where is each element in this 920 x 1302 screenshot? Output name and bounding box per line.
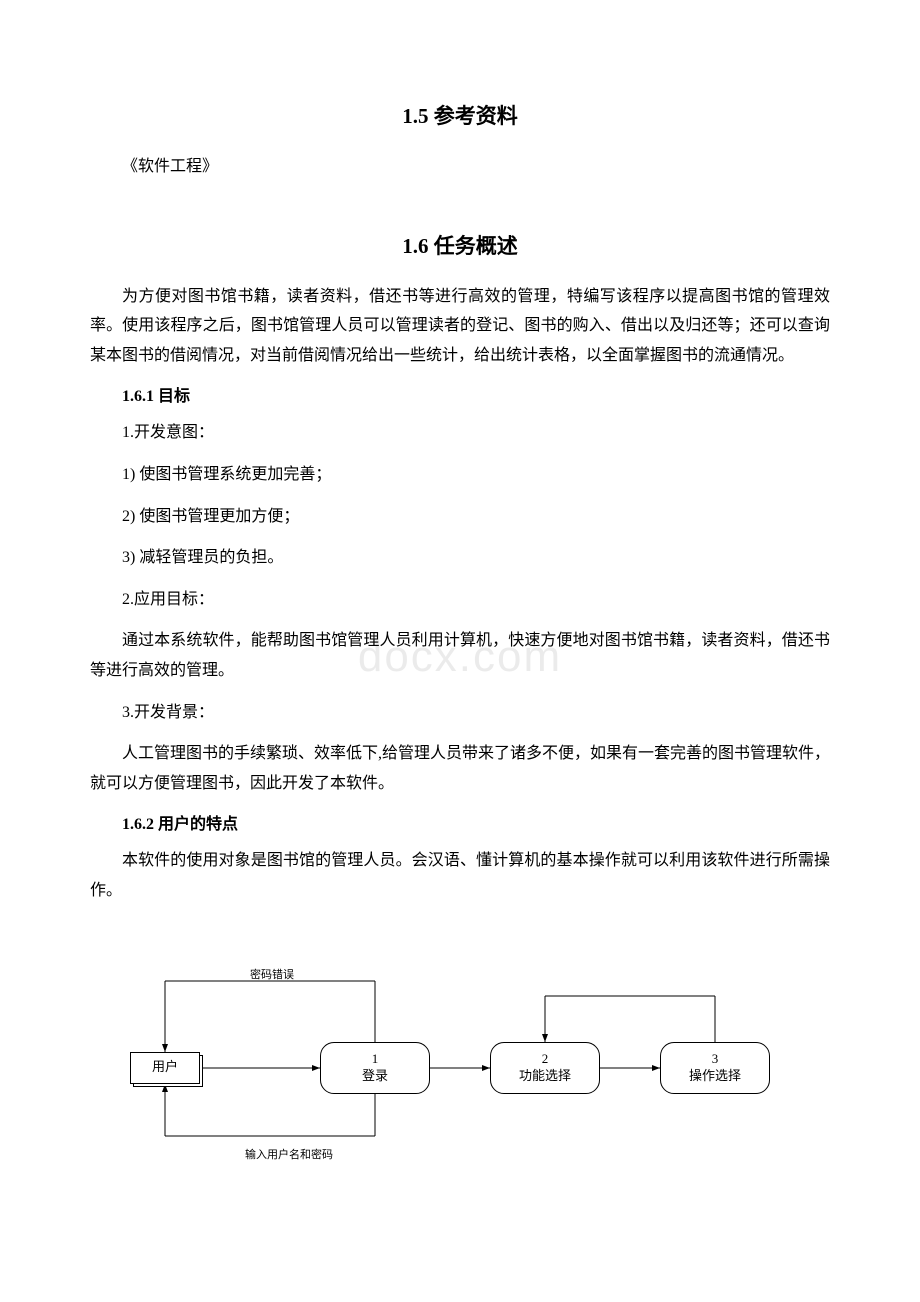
flow-node-login: 1登录 [320, 1042, 430, 1094]
heading-1-5: 1.5 参考资料 [90, 100, 830, 130]
para-16-intro: 为方便对图书馆书籍，读者资料，借还书等进行高效的管理，特编写该程序以提高图书馆的… [90, 282, 830, 371]
para-user-traits: 本软件的使用对象是图书馆的管理人员。会汉语、懂计算机的基本操作就可以利用该软件进… [90, 846, 830, 905]
bullet-3: 3) 减轻管理员的负担。 [90, 543, 830, 573]
flow-node-op: 3操作选择 [660, 1042, 770, 1094]
para-dev-bg-body: 人工管理图书的手续繁琐、效率低下,给管理人员带来了诸多不便，如果有一套完善的图书… [90, 739, 830, 798]
para-ref-book: 《软件工程》 [90, 152, 830, 182]
edge-label: 密码错误 [250, 966, 294, 982]
para-app-goal-body: 通过本系统软件，能帮助图书馆管理人员利用计算机，快速方便地对图书馆书籍，读者资料… [90, 626, 830, 685]
edge-label: 输入用户名和密码 [245, 1146, 333, 1162]
flow-node-func: 2功能选择 [490, 1042, 600, 1094]
para-app-goal-label: 2.应用目标： [90, 585, 830, 615]
section-gap [90, 194, 830, 230]
heading-1-6-2: 1.6.2 用户的特点 [90, 810, 830, 834]
heading-1-6: 1.6 任务概述 [90, 230, 830, 260]
flow-node-user: 用户 [130, 1052, 200, 1084]
heading-1-6-1: 1.6.1 目标 [90, 382, 830, 406]
para-dev-intent: 1.开发意图： [90, 418, 830, 448]
para-dev-bg-label: 3.开发背景： [90, 698, 830, 728]
bullet-2: 2) 使图书管理更加方便； [90, 502, 830, 532]
flowchart-diagram: 密码错误输入用户名和密码 用户 1登录 2功能选择 3操作选择 [130, 936, 790, 1166]
bullet-1: 1) 使图书管理系统更加完善； [90, 460, 830, 490]
